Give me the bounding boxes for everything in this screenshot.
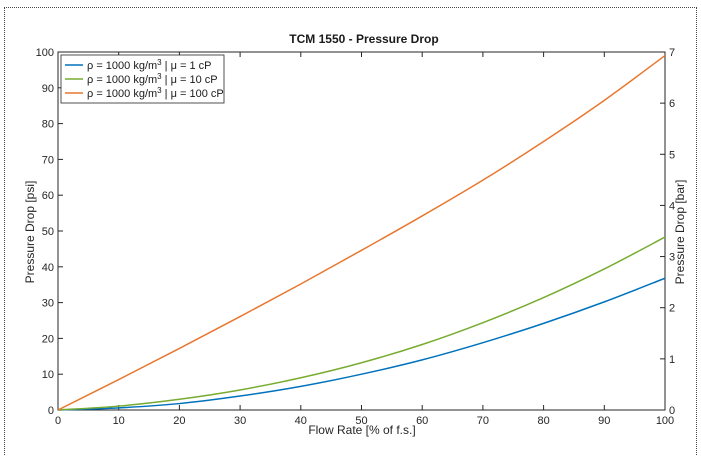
figure-frame [4, 7, 697, 455]
x-tick-label: 50 [355, 415, 367, 427]
y-right-tick-label: 2 [669, 303, 675, 315]
x-tick-label: 10 [113, 415, 125, 427]
y-right-tick-label: 7 [669, 47, 675, 59]
y-right-tick-label: 6 [669, 98, 675, 110]
y-tick-label: 60 [42, 190, 54, 202]
legend-box [60, 54, 225, 104]
x-tick-label: 100 [656, 415, 674, 427]
series-line-3 [57, 54, 666, 411]
legend-entry-2: ρ = 1000 kg/m3 | μ = 10 cP [87, 72, 218, 86]
series-line-2 [57, 236, 666, 411]
x-tick-label: 60 [416, 415, 428, 427]
y-tick-label: 100 [36, 47, 54, 59]
y-right-tick-label: 3 [669, 252, 675, 264]
y-tick-label: 30 [42, 298, 54, 310]
plot-area [57, 51, 666, 411]
x-tick-label: 30 [234, 415, 246, 427]
x-axis-label: Flow Rate [% of f.s.] [308, 423, 415, 437]
y-right-tick-label: 5 [669, 149, 675, 161]
y-tick-label: 80 [42, 119, 54, 131]
x-tick-label: 80 [537, 415, 549, 427]
x-tick-label: 70 [477, 415, 489, 427]
y-axis-label-left: Pressure Drop [psi] [23, 181, 37, 284]
y-tick-label: 40 [42, 262, 54, 274]
series-line-1 [57, 277, 666, 411]
legend-entry-1: ρ = 1000 kg/m3 | μ = 1 cP [87, 58, 211, 72]
y-right-tick-label: 4 [669, 200, 675, 212]
y-right-tick-label: 0 [669, 405, 675, 417]
legend: ρ = 1000 kg/m3 | μ = 1 cPρ = 1000 kg/m3 … [60, 54, 225, 104]
x-tick-label: 0 [55, 415, 61, 427]
y-axis-label-right: Pressure Drop [bar] [673, 180, 687, 285]
y-tick-label: 10 [42, 369, 54, 381]
y-tick-label: 20 [42, 333, 54, 345]
y-tick-label: 0 [48, 405, 54, 417]
legend-entry-3: ρ = 1000 kg/m3 | μ = 100 cP [87, 86, 224, 100]
y-tick-label: 50 [42, 226, 54, 238]
x-tick-label: 40 [295, 415, 307, 427]
x-tick-label: 90 [598, 415, 610, 427]
y-tick-label: 90 [42, 83, 54, 95]
x-tick-label: 20 [173, 415, 185, 427]
y-tick-label: 70 [42, 154, 54, 166]
y-right-tick-label: 1 [669, 354, 675, 366]
chart-title: TCM 1550 - Pressure Drop [289, 32, 438, 46]
